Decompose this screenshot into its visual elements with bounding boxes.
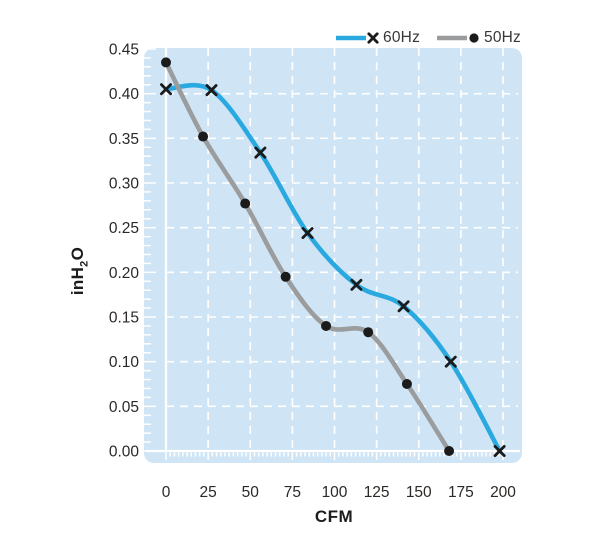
dot-marker-icon: [469, 33, 479, 43]
legend-label-60hz: 60Hz: [383, 29, 421, 46]
x-tick-label: 125: [364, 484, 390, 501]
plot-panel: [144, 48, 522, 463]
dot-marker-icon: [280, 271, 291, 282]
x-marker-icon: [444, 355, 457, 368]
x-marker-icon: [493, 445, 506, 457]
y-axis-title-text: inH: [68, 266, 87, 296]
y-axis-title: inH2O: [68, 221, 90, 321]
dot-marker-icon: [161, 57, 171, 68]
legend-item-50hz: 50Hz: [436, 29, 521, 47]
y-tick-label: 0.15: [109, 310, 139, 327]
dot-marker-icon: [401, 379, 412, 390]
x-tick-label: 75: [284, 484, 301, 501]
legend-label-50hz: 50Hz: [484, 29, 521, 46]
x-marker-icon: [397, 300, 410, 313]
x-marker-icon: [205, 84, 218, 97]
y-tick-label: 0.35: [109, 131, 139, 148]
y-tick-label: 0.00: [109, 444, 140, 461]
dot-marker-icon: [363, 327, 374, 338]
x-marker-icon: [367, 32, 379, 44]
x-tick-label: 200: [490, 484, 516, 501]
dot-marker-icon: [240, 198, 251, 209]
x-marker-icon: [350, 278, 363, 291]
y-tick-label: 0.25: [109, 220, 139, 237]
x-tick-label: 0: [162, 484, 171, 501]
y-tick-label: 0.20: [109, 265, 140, 282]
series-markers-60hz: [160, 83, 506, 457]
x-marker-icon: [301, 227, 314, 240]
y-tick-label: 0.45: [109, 42, 139, 59]
50hz-line-dot-marker-icon: [437, 33, 479, 43]
x-tick-label: 50: [242, 484, 260, 501]
y-axis-title-subscript: 2: [78, 260, 91, 267]
x-marker-icon: [160, 83, 172, 96]
y-tick-label: 0.05: [109, 399, 139, 416]
dot-marker-icon: [321, 320, 332, 331]
x-axis-title: CFM: [314, 507, 354, 526]
y-tick-label: 0.10: [109, 354, 140, 371]
chart-legend: 60Hz 50Hz: [335, 29, 521, 47]
dot-marker-icon: [198, 131, 209, 142]
series-markers-50hz: [161, 57, 455, 456]
dot-marker-icon: [444, 446, 455, 456]
x-tick-label: 100: [322, 484, 348, 501]
legend-item-60hz: 60Hz: [335, 29, 420, 47]
y-tick-label: 0.30: [109, 176, 140, 193]
x-tick-label: 25: [200, 484, 217, 501]
60hz-line-x-marker-icon: [336, 32, 379, 44]
x-tick-label: 175: [448, 484, 474, 501]
y-axis-title-text-end: O: [68, 246, 87, 261]
y-tick-label: 0.40: [109, 86, 140, 103]
x-tick-label: 150: [406, 484, 432, 501]
x-marker-icon: [254, 146, 267, 159]
